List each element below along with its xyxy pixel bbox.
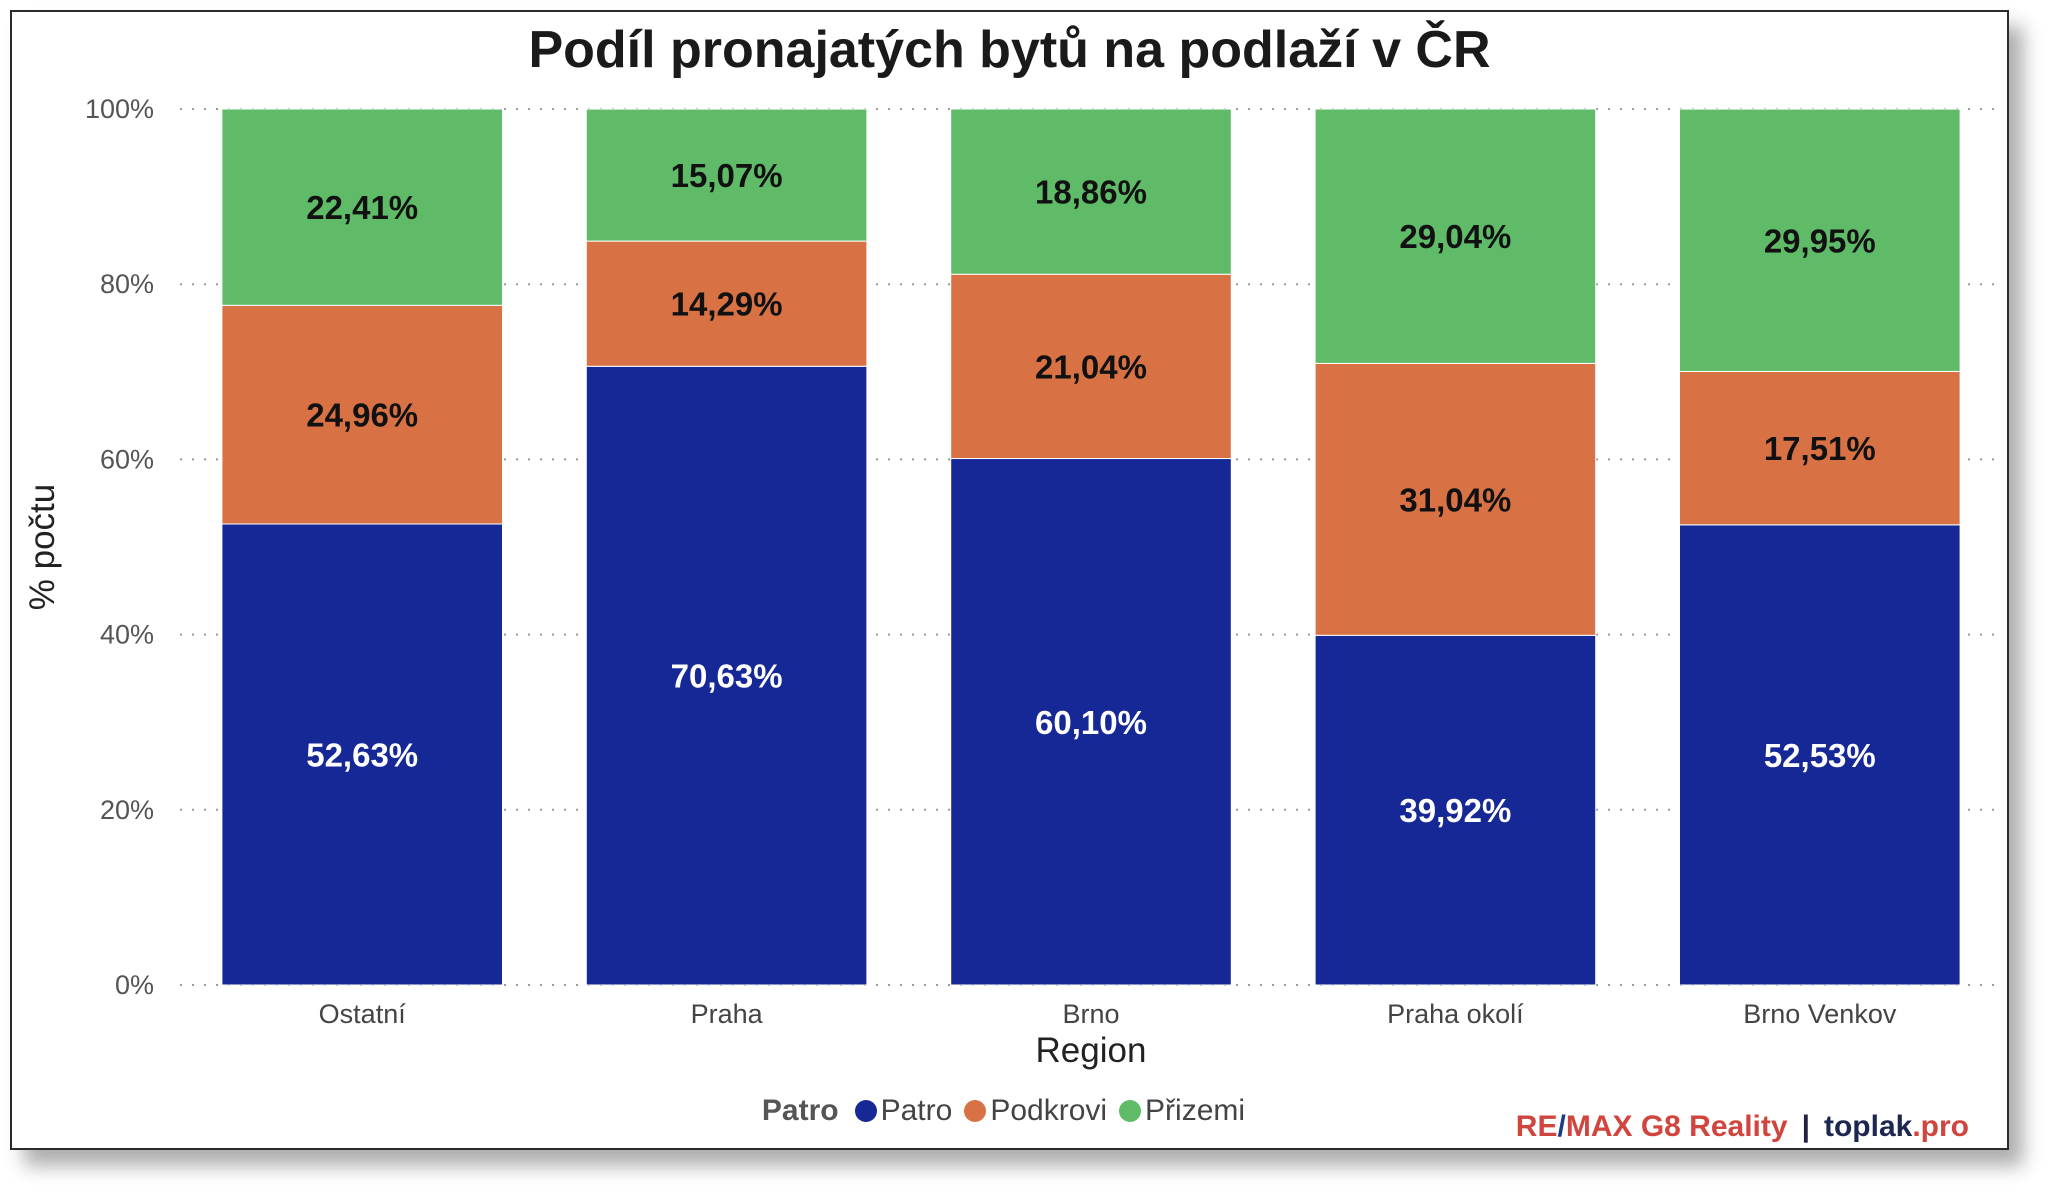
legend-dot-prizemi <box>1119 1100 1142 1122</box>
stacked-bar-chart: 0% 20% 40% 60% 80% 100% 52,63% 24,96% 22,41% Osta… <box>23 94 2002 1070</box>
data-label: 15,07% <box>671 157 783 194</box>
bar-segment <box>1679 108 1961 372</box>
data-label: 29,04% <box>1399 218 1511 255</box>
data-label: 52,63% <box>306 736 418 773</box>
bar-segment <box>1679 524 1961 986</box>
credit-separator: | <box>1801 1110 1810 1143</box>
credit-remax-re: RE <box>1515 1110 1558 1143</box>
y-tick-label: 20% <box>100 795 154 825</box>
data-label: 24,96% <box>306 397 418 434</box>
legend-dot-podkrovi <box>964 1100 987 1122</box>
bar-segment <box>950 273 1232 460</box>
bar-segment <box>585 240 868 367</box>
data-label: 21,04% <box>1035 348 1147 385</box>
data-label: 29,95% <box>1764 222 1876 259</box>
x-tick-label: Brno <box>1062 999 1119 1029</box>
data-label: 17,51% <box>1764 430 1876 467</box>
data-label: 14,29% <box>671 286 783 323</box>
bar-segment <box>221 523 503 986</box>
x-tick-label: Ostatní <box>319 999 407 1029</box>
legend-label-prizemi: Přizemi <box>1145 1094 1246 1127</box>
legend-label-podkrovi: Podkrovi <box>990 1094 1108 1127</box>
y-tick-label: 60% <box>100 444 154 474</box>
bar-segment <box>221 108 503 306</box>
data-label: 60,10% <box>1035 704 1147 741</box>
x-tick-label: Praha okolí <box>1387 999 1524 1029</box>
credit-toplak: toplak <box>1823 1110 1913 1143</box>
x-tick-label: Brno Venkov <box>1743 999 1897 1029</box>
legend: Patro Patro Podkrovi Přizemi <box>12 1094 2007 1128</box>
legend-dot-patro <box>854 1100 877 1122</box>
data-label: 22,41% <box>306 189 418 226</box>
legend-title: Patro <box>761 1094 839 1127</box>
bar-segment <box>950 108 1232 275</box>
data-label: 52,53% <box>1764 737 1876 774</box>
bar-segment <box>1314 362 1597 636</box>
data-label: 39,92% <box>1399 792 1511 829</box>
credit-slash: / <box>1557 1110 1566 1143</box>
credit-pro: .pro <box>1912 1110 1969 1143</box>
legend-item-patro[interactable]: Patro <box>854 1094 953 1128</box>
legend-label-patro: Patro <box>880 1094 953 1127</box>
y-tick-label: 80% <box>100 269 154 299</box>
credit-remax-name: MAX G8 Reality <box>1565 1110 1788 1143</box>
bar-segment <box>1679 370 1961 526</box>
data-label: 31,04% <box>1399 481 1511 518</box>
bar-segment <box>950 458 1232 986</box>
y-tick-label: 0% <box>115 970 154 1000</box>
bar-segment <box>1314 634 1597 986</box>
source-credit: RE/MAX G8 Reality | toplak.pro <box>1516 1110 1969 1144</box>
x-axis-title: Region <box>1036 1031 1147 1070</box>
y-tick-label: 40% <box>100 620 154 650</box>
y-tick-label: 100% <box>85 94 154 124</box>
x-tick-label: Praha <box>691 999 764 1029</box>
data-label: 18,86% <box>1035 174 1147 211</box>
y-axis-title: % počtu <box>23 484 62 610</box>
chart-title: Podíl pronajatých bytů na podlaží v ČR <box>528 21 1491 79</box>
data-label: 70,63% <box>671 658 783 695</box>
chart-frame: Podíl pronajatých bytů na podlaží v ČR 0… <box>10 10 2009 1150</box>
bar-segment <box>585 365 868 986</box>
bar-segment <box>585 108 868 242</box>
bar-segment <box>1314 108 1597 364</box>
legend-item-prizemi[interactable]: Přizemi <box>1119 1094 1245 1128</box>
legend-item-podkrovi[interactable]: Podkrovi <box>964 1094 1107 1128</box>
